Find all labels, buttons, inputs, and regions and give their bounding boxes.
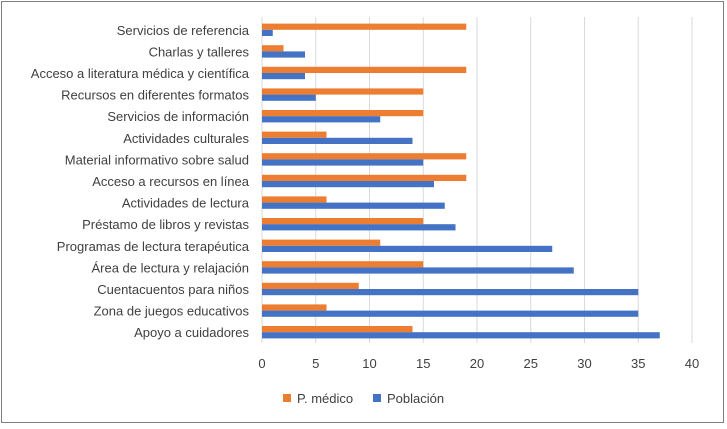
x-tick-label-15: 15 [416, 356, 430, 371]
bar-poblacion-4 [262, 116, 381, 123]
bar-p-medico-6 [262, 153, 467, 160]
legend: P. médico Población [283, 391, 444, 406]
bar-poblacion-9 [262, 224, 456, 231]
category-label-1: Charlas y talleres [149, 44, 250, 59]
bar-poblacion-6 [262, 159, 424, 166]
bar-p-medico-13 [262, 304, 327, 311]
bar-poblacion-7 [262, 181, 434, 188]
category-label-9: Préstamo de libros y revistas [82, 217, 249, 232]
legend-swatch-p-medico [283, 394, 291, 402]
bars [262, 23, 660, 339]
category-label-14: Apoyo a cuidadores [134, 325, 249, 340]
legend-swatch-poblacion [373, 394, 381, 402]
category-label-2: Acceso a literatura médica y científica [31, 66, 250, 81]
category-label-8: Actividades de lectura [122, 196, 250, 211]
bar-p-medico-14 [262, 326, 413, 333]
category-label-13: Zona de juegos educativos [94, 304, 250, 319]
x-tick-label-35: 35 [631, 356, 645, 371]
bar-poblacion-0 [262, 29, 273, 36]
bar-p-medico-1 [262, 45, 284, 52]
bar-p-medico-0 [262, 23, 467, 30]
category-label-10: Programas de lectura terapéutica [57, 239, 250, 254]
bar-poblacion-2 [262, 73, 305, 80]
bar-p-medico-7 [262, 174, 467, 181]
category-label-12: Cuentacuentos para niños [97, 282, 249, 297]
category-label-5: Actividades culturales [123, 131, 249, 146]
x-tick-label-40: 40 [685, 356, 699, 371]
x-tick-label-5: 5 [312, 356, 319, 371]
bar-p-medico-10 [262, 239, 381, 246]
x-tick-labels: 0 5 10 15 20 25 30 35 40 [258, 356, 699, 371]
category-label-0: Servicios de referencia [117, 23, 250, 38]
x-tick-label-25: 25 [524, 356, 538, 371]
category-label-4: Servicios de información [107, 109, 249, 124]
category-label-11: Área de lectura y relajación [91, 260, 249, 275]
bar-p-medico-8 [262, 196, 327, 203]
bar-poblacion-3 [262, 94, 316, 101]
bar-poblacion-12 [262, 289, 639, 296]
category-label-7: Acceso a recursos en línea [92, 174, 250, 189]
x-tick-label-0: 0 [258, 356, 265, 371]
bar-p-medico-11 [262, 261, 424, 268]
bar-poblacion-14 [262, 332, 660, 339]
bar-p-medico-4 [262, 110, 424, 117]
bar-p-medico-5 [262, 131, 327, 138]
bar-p-medico-9 [262, 218, 424, 225]
legend-label-p-medico: P. médico [297, 391, 353, 406]
category-label-3: Recursos en diferentes formatos [61, 88, 249, 103]
bar-p-medico-3 [262, 88, 424, 95]
x-tick-label-20: 20 [470, 356, 484, 371]
bar-poblacion-11 [262, 267, 574, 274]
bar-poblacion-8 [262, 202, 445, 209]
bar-chart: Servicios de referencia Charlas y tallere… [31, 17, 699, 406]
bar-poblacion-10 [262, 245, 553, 252]
legend-label-poblacion: Población [387, 391, 444, 406]
x-tick-label-30: 30 [577, 356, 591, 371]
category-labels: Servicios de referencia Charlas y tallere… [31, 23, 250, 340]
bar-p-medico-2 [262, 66, 467, 73]
bar-poblacion-1 [262, 51, 305, 58]
category-label-6: Material informativo sobre salud [65, 152, 249, 167]
chart-frame: Servicios de referencia Charlas y tallere… [1, 1, 724, 423]
x-tick-label-10: 10 [362, 356, 376, 371]
bar-poblacion-13 [262, 310, 639, 317]
bar-poblacion-5 [262, 137, 413, 144]
bar-p-medico-12 [262, 282, 359, 289]
